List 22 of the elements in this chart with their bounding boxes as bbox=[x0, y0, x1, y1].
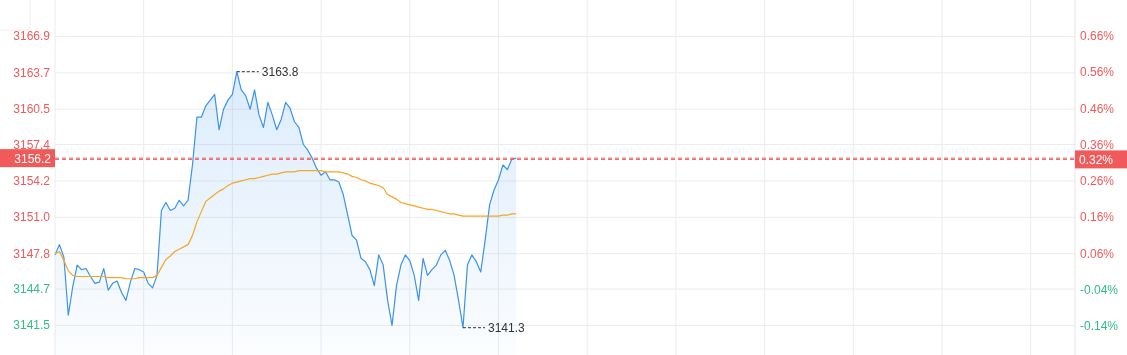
y2-tick-label: 0.26% bbox=[1080, 174, 1115, 189]
y-tick-label: 3163.7 bbox=[13, 65, 51, 80]
y2-tick-label: -0.14% bbox=[1080, 319, 1119, 334]
y2-tick-label: 0.16% bbox=[1080, 210, 1115, 225]
y2-tick-label: 0.66% bbox=[1080, 29, 1115, 44]
y-tick-label: 3157.4 bbox=[13, 137, 51, 152]
y-tick-label: 3166.9 bbox=[13, 29, 51, 44]
y2-tick-label: -0.04% bbox=[1080, 282, 1119, 297]
ref-line-label: 3156.2 bbox=[14, 151, 52, 166]
y-tick-label: 3151.0 bbox=[13, 210, 51, 225]
y2-tick-label: 0.36% bbox=[1080, 137, 1115, 152]
y-tick-label: 3141.5 bbox=[13, 318, 51, 333]
ref-line-label: 0.32% bbox=[1079, 152, 1114, 167]
y-tick-label: 3160.5 bbox=[13, 102, 51, 117]
annotation: 3163.8 bbox=[261, 64, 299, 79]
y2-tick-label: 0.06% bbox=[1080, 246, 1115, 261]
y-tick-label: 3144.7 bbox=[13, 282, 51, 297]
y-tick-label: 3147.8 bbox=[13, 246, 51, 261]
y-tick-label: 3154.2 bbox=[13, 173, 51, 188]
annotation: 3141.3 bbox=[488, 320, 526, 335]
y2-tick-label: 0.46% bbox=[1080, 101, 1115, 116]
y2-tick-label: 0.56% bbox=[1080, 65, 1115, 80]
